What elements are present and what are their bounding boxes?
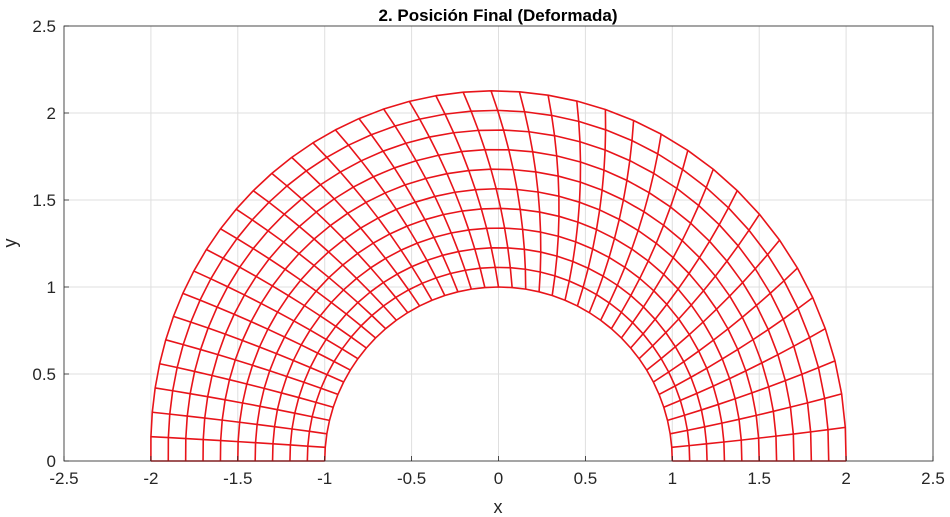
y-tick-label: 0 [47,452,56,471]
mesh-radial-line [564,100,582,301]
y-ticks: 0 0.5 1 1.5 2 2.5 [32,17,69,471]
mesh-radial-line [312,142,433,301]
mesh-radial-line [518,91,542,292]
y-tick-label: 2.5 [32,17,56,36]
mesh-radial-line [663,327,826,408]
x-tick-label: 2.5 [921,469,945,488]
mesh-radial-line [182,292,351,371]
mesh-radial-line [652,267,798,383]
x-tick-label: 0 [494,469,503,488]
x-tick-label: 0.5 [574,469,598,488]
x-tick-label: 2 [841,469,850,488]
x-tick-label: -0.5 [397,469,426,488]
y-tick-label: 1.5 [32,191,56,210]
x-tick-label: 1 [668,469,677,488]
mesh-radial-line [152,411,327,435]
x-tick-label: -2 [143,469,158,488]
mesh-radial-line [150,435,326,449]
mesh-radial-line [576,109,607,307]
mesh-radial-line [646,239,781,371]
mesh-radial-line [173,315,344,383]
mesh-radial-line [220,228,377,339]
x-tick-label: 1.5 [747,469,771,488]
mesh-radial-line [667,360,836,422]
mesh-radial-line [670,393,842,435]
mesh-radial-line [383,108,473,290]
y-tick-label: 1 [47,278,56,297]
mesh-radial-line [620,168,715,339]
mesh-radial-line [610,150,689,330]
mesh-radial-line [235,208,387,330]
mesh-radial-line [155,387,330,422]
mesh-radial-line [408,100,486,288]
mesh-radial-line [671,426,846,449]
mesh-radial-line [490,90,527,290]
mesh-radial-line [658,296,814,396]
mesh-radial-line [630,190,738,349]
y-tick-label: 0.5 [32,365,56,384]
mesh [150,90,847,462]
mesh-radial-line [599,134,662,321]
y-tick-label: 2 [47,104,56,123]
mesh-radial-line [588,120,635,313]
x-ticks: -2.5 -2 -1.5 -1 -0.5 0 0.5 1 1.5 2 2.5 [49,456,945,488]
y-axis-label: y [0,239,20,248]
mesh-radial-line [462,91,513,288]
mesh-radial-line [271,172,409,314]
mesh-radial-line [291,156,421,307]
mesh-radial-line [334,129,446,296]
mesh-radial-line [435,95,500,288]
mesh-radial-line [547,95,560,296]
mesh-radial-line [358,118,459,293]
x-tick-label: -1.5 [223,469,252,488]
mesh-radial-line [638,213,761,360]
x-axis-label: x [494,497,503,517]
mesh-radial-line [252,190,397,321]
mesh-radial-line [165,339,339,396]
mesh-radial-line [159,362,334,408]
x-tick-label: -2.5 [49,469,78,488]
mesh-radial-line [206,248,367,349]
x-tick-label: -1 [317,469,332,488]
mesh-radial-line [193,270,359,360]
chart-title: 2. Posición Final (Deformada) [379,6,618,25]
